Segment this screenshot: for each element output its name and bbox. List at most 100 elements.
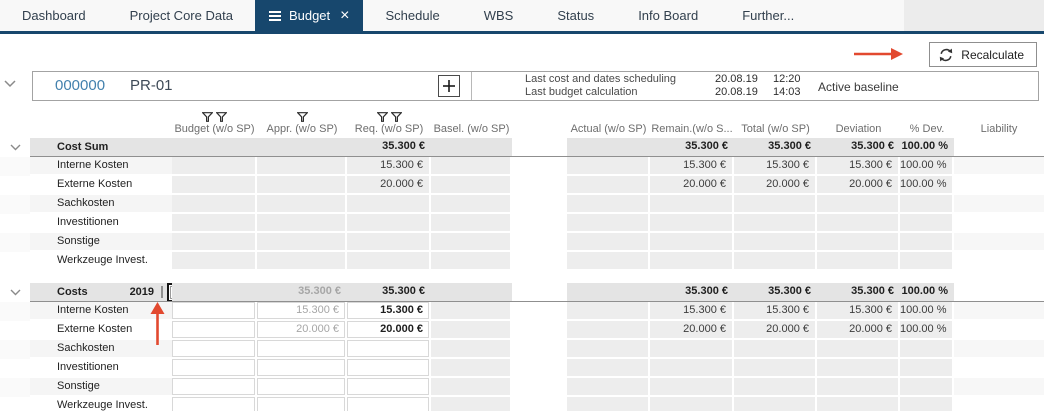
group-label-text: Cost Sum [57, 140, 109, 153]
table-row-investitionen: Investitionen [0, 214, 1044, 233]
group-value-req: 35.300 € [347, 138, 431, 157]
cell-basel [431, 195, 512, 214]
tab-bar-tabs: Dashboard Project Core Data Budget × Schedul… [0, 0, 816, 31]
cell-basel [431, 157, 512, 176]
tab-project-core-data[interactable]: Project Core Data [108, 0, 255, 31]
column-header-appr[interactable]: Appr. (w/o SP) [257, 105, 347, 138]
row-gutter [0, 359, 30, 378]
cell-budget[interactable] [172, 340, 257, 359]
column-header-deviation[interactable]: Deviation [817, 105, 900, 138]
cell-appr[interactable] [257, 359, 347, 378]
column-header-basel[interactable]: Basel. (w/o SP) [431, 105, 512, 138]
cell-req[interactable] [347, 378, 431, 397]
cell-appr[interactable]: 20.000 € [257, 321, 347, 340]
cell-req [347, 195, 431, 214]
project-info-block: Last cost and dates scheduling 20.08.19 12… [525, 73, 815, 99]
column-header-label: Budget (w/o SP) [174, 123, 255, 135]
tab-label: Status [557, 8, 595, 23]
cell-appr[interactable] [257, 340, 347, 359]
row-label: Externe Kosten [30, 321, 172, 340]
cell-remain [650, 397, 734, 411]
row-label: Investitionen [30, 359, 172, 378]
add-button[interactable] [438, 75, 460, 97]
cell-total [734, 378, 817, 397]
group-expander[interactable] [0, 283, 30, 302]
cell-liability [954, 252, 1044, 271]
cell-basel [431, 378, 512, 397]
cell-appr[interactable] [257, 397, 347, 411]
menu-icon[interactable] [268, 10, 281, 21]
chevron-down-icon[interactable] [10, 144, 21, 151]
column-header-total[interactable]: Total (w/o SP) [734, 105, 817, 138]
group-row-cost-sum: Cost Sum 35.300 €35.300 €35.300 €35.300 €… [0, 138, 1044, 157]
cell-req[interactable] [347, 397, 431, 411]
cell-total: 15.300 € [734, 157, 817, 176]
row-gutter [0, 321, 30, 340]
cell-appr[interactable]: 15.300 € [257, 302, 347, 321]
header-gutter [0, 105, 30, 138]
cell-budget [172, 195, 257, 214]
row-label: Sachkosten [30, 195, 172, 214]
cell-liability [954, 340, 1044, 359]
column-header-actual[interactable]: Actual (w/o SP) [567, 105, 650, 138]
funnel-icon[interactable] [216, 112, 227, 122]
cell-basel [431, 214, 512, 233]
row-label: Externe Kosten [30, 176, 172, 195]
tab-budget[interactable]: Budget × [254, 0, 364, 31]
group-label-cell: Costs 2019 ✓ [30, 283, 172, 302]
year-checkbox-checked[interactable]: ✓ [170, 285, 172, 299]
funnel-icon[interactable] [376, 112, 388, 122]
project-chevron-down-icon[interactable] [4, 80, 16, 88]
cell-actual [567, 340, 650, 359]
funnel-icon[interactable] [296, 112, 308, 122]
column-header-req[interactable]: Req. (w/o SP) [347, 105, 431, 138]
cell-req[interactable]: 15.300 € [347, 302, 431, 321]
cell-actual [567, 252, 650, 271]
cell-budget[interactable] [172, 302, 257, 321]
cell-budget[interactable] [172, 378, 257, 397]
cell-liability [954, 157, 1044, 176]
cell-remain: 15.300 € [650, 157, 734, 176]
group-value-budget [172, 283, 257, 302]
recalculate-button[interactable]: Recalculate [929, 42, 1037, 67]
cell-basel [431, 302, 512, 321]
cell-req[interactable]: 20.000 € [347, 321, 431, 340]
tab-dashboard[interactable]: Dashboard [0, 0, 108, 31]
tab-status[interactable]: Status [535, 0, 616, 31]
column-header-label: Actual (w/o SP) [570, 123, 647, 135]
cell-budget[interactable] [172, 321, 257, 340]
project-id: 000000 [55, 77, 106, 94]
group-expander[interactable] [0, 138, 30, 157]
column-header-budget[interactable]: Budget (w/o SP) [172, 105, 257, 138]
tab-info-board[interactable]: Info Board [616, 0, 720, 31]
group-value-pdev: 100.00 % [900, 283, 954, 302]
group-value-appr: 35.300 € [257, 283, 347, 302]
tab-further[interactable]: Further... [720, 0, 816, 31]
funnel-icon[interactable] [390, 112, 402, 122]
column-header-label: Appr. (w/o SP) [266, 123, 338, 135]
chevron-down-icon[interactable] [10, 289, 21, 296]
close-icon[interactable]: × [340, 6, 350, 24]
year-checkbox-unchecked[interactable] [161, 286, 164, 298]
group-value-pdev: 100.00 % [900, 138, 954, 157]
row-gutter [0, 195, 30, 214]
column-header-remain[interactable]: Remain.(w/o S... [650, 105, 734, 138]
column-header-pdev[interactable]: % Dev. [900, 105, 954, 138]
table-row-sachkosten: Sachkosten [0, 195, 1044, 214]
info-date: 20.08.19 [715, 86, 758, 98]
cell-total: 20.000 € [734, 321, 817, 340]
cell-budget[interactable] [172, 359, 257, 378]
cell-req[interactable] [347, 340, 431, 359]
funnel-icon[interactable] [202, 112, 213, 122]
cell-budget[interactable] [172, 397, 257, 411]
cell-req[interactable] [347, 359, 431, 378]
table-row-werkzeuge-invest-: Werkzeuge Invest. [0, 252, 1044, 271]
refresh-icon [940, 48, 953, 61]
cell-appr[interactable] [257, 378, 347, 397]
cell-remain [650, 233, 734, 252]
tab-schedule[interactable]: Schedule [363, 0, 461, 31]
tab-wbs[interactable]: WBS [462, 0, 536, 31]
cell-liability [954, 359, 1044, 378]
column-header-liability[interactable]: Liability [954, 105, 1044, 138]
